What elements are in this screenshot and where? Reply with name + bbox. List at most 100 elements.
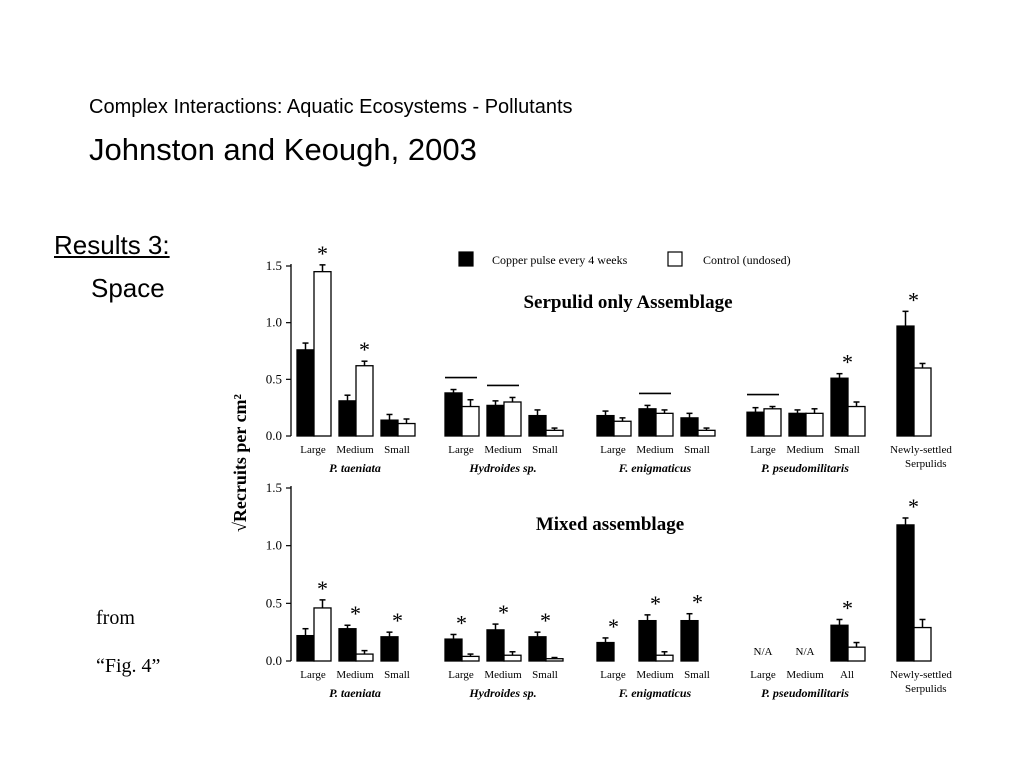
group-label: Hydroides sp. [468, 461, 536, 475]
bar-control [355, 653, 374, 662]
bar-control [805, 412, 824, 437]
bar-control [461, 655, 480, 662]
category-label: Medium [336, 444, 374, 456]
significance-star: * [498, 600, 509, 625]
bar-control [913, 367, 932, 437]
bar-copper [896, 524, 915, 662]
category-label: Small [384, 669, 410, 681]
bar-control [655, 412, 674, 437]
figure-4-chart: 0.0 0.5 1.0 1.5 Serpulid only Assemblage Larg… [230, 241, 952, 700]
bar-copper [486, 629, 505, 662]
bar-copper [680, 417, 699, 437]
bar-copper [380, 636, 399, 662]
y-tick-label: 0.5 [266, 371, 282, 386]
significance-star: * [317, 241, 328, 266]
legend-label-copper: Copper pulse every 4 weeks [492, 253, 628, 267]
category-label: Small [834, 444, 860, 456]
category-label: Medium [336, 669, 374, 681]
category-label: Serpulids [905, 458, 947, 470]
bar-copper [296, 349, 315, 437]
bar-control [397, 422, 416, 437]
significance-star: * [842, 595, 853, 620]
bar-control [655, 654, 674, 662]
bar-copper [596, 414, 615, 437]
group-label: Hydroides sp. [468, 686, 536, 700]
category-label: Medium [636, 669, 674, 681]
source-figure-reference: “Fig. 4” [96, 655, 161, 677]
bar-copper [338, 628, 357, 662]
bar-control [847, 405, 866, 437]
category-label: Newly-settled [890, 444, 952, 456]
y-axis-label: √Recruits per cm² [230, 394, 250, 532]
bar-copper [896, 325, 915, 437]
bar-copper [338, 400, 357, 437]
significance-star: * [317, 576, 328, 601]
legend-swatch-control [667, 251, 683, 267]
group-label: P. taeniata [329, 686, 381, 700]
bar-copper [296, 634, 315, 662]
category-label: Large [448, 444, 474, 456]
bar-copper [680, 619, 699, 662]
na-label: N/A [796, 646, 815, 658]
bar-copper [638, 619, 657, 662]
bar-copper [444, 638, 463, 662]
category-label: Medium [636, 444, 674, 456]
category-label: Small [532, 444, 558, 456]
category-label: Medium [786, 444, 824, 456]
bar-control [545, 429, 564, 437]
results-heading: Results 3: [54, 230, 170, 260]
na-label: N/A [754, 646, 773, 658]
bar-control [847, 646, 866, 662]
bar-copper [528, 414, 547, 437]
category-label: Serpulids [905, 683, 947, 695]
category-label: Medium [786, 669, 824, 681]
group-label: F. enigmaticus [618, 686, 692, 700]
y-tick-label: 1.0 [266, 538, 282, 553]
category-label: Small [684, 669, 710, 681]
bar-copper [746, 411, 765, 437]
significance-star: * [392, 608, 403, 633]
legend-label-control: Control (undosed) [703, 253, 791, 267]
group-label: F. enigmaticus [618, 461, 692, 475]
category-label: Large [600, 444, 626, 456]
panel-title: Mixed assemblage [536, 514, 684, 535]
bar-control [503, 654, 522, 662]
significance-star: * [650, 591, 661, 616]
category-label: Medium [484, 669, 522, 681]
significance-star: * [842, 350, 853, 375]
bar-control [461, 405, 480, 437]
slide-title: Complex Interactions: Aquatic Ecosystems… [89, 96, 573, 118]
significance-star: * [359, 337, 370, 362]
bar-control [613, 420, 632, 437]
slide-author-citation: Johnston and Keough, 2003 [89, 132, 477, 167]
y-tick-label: 1.5 [266, 480, 282, 495]
results-subheading: Space [91, 273, 165, 303]
category-label: Large [300, 669, 326, 681]
legend-swatch-copper [458, 251, 474, 267]
y-tick-label: 0.0 [266, 428, 282, 443]
bar-control [763, 408, 782, 437]
bar-copper [528, 636, 547, 662]
bar-control [313, 271, 332, 437]
bar-copper [638, 408, 657, 437]
y-tick-label: 1.5 [266, 258, 282, 273]
group-label: P. pseudomilitaris [761, 686, 849, 700]
panel-title: Serpulid only Assemblage [523, 292, 732, 313]
bar-copper [596, 641, 615, 662]
bar-copper [830, 377, 849, 437]
category-label: Large [600, 669, 626, 681]
bar-control [313, 607, 332, 662]
bar-control [503, 401, 522, 437]
category-label: Large [750, 669, 776, 681]
category-label: Small [684, 444, 710, 456]
bar-copper [486, 404, 505, 437]
y-tick-label: 0.0 [266, 653, 282, 668]
significance-star: * [692, 590, 703, 615]
bar-copper [380, 419, 399, 437]
category-label: Large [448, 669, 474, 681]
source-from-label: from [96, 607, 135, 629]
y-tick-label: 1.0 [266, 315, 282, 330]
y-tick-label: 0.5 [266, 595, 282, 610]
category-label: Newly-settled [890, 669, 952, 681]
significance-star: * [456, 610, 467, 635]
